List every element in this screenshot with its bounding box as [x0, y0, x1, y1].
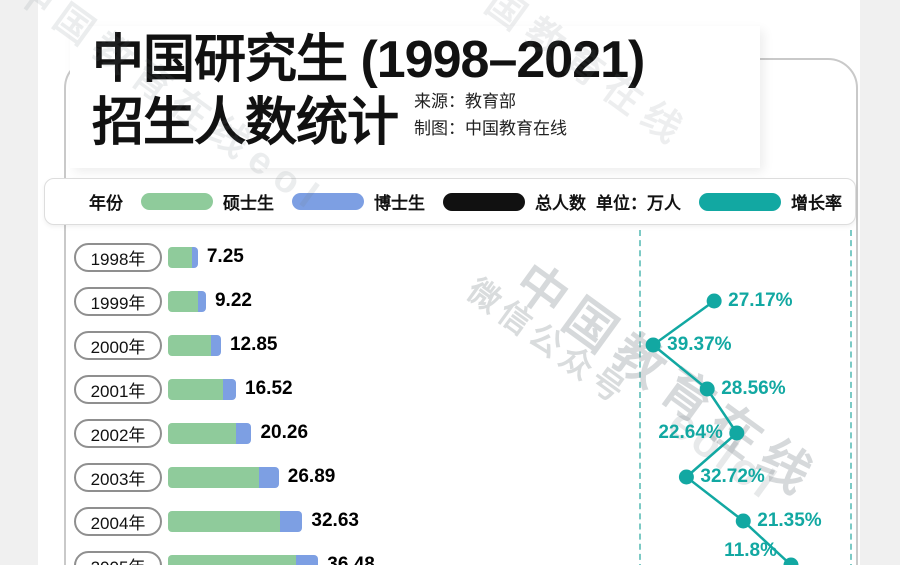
legend-growth-label: 增长率	[791, 194, 842, 213]
stacked-bar	[168, 291, 206, 312]
bar-row: 2003年 26.89	[0, 455, 860, 499]
year-pill: 2000年	[74, 331, 162, 360]
phd-bar-segment	[191, 247, 198, 268]
master-bar-segment	[168, 423, 236, 444]
total-value-label: 26.89	[287, 466, 336, 487]
phd-bar-segment	[235, 423, 252, 444]
bar-row: 2000年 12.85	[0, 323, 860, 367]
legend-master-label: 硕士生	[223, 194, 274, 213]
stacked-bar	[168, 379, 237, 400]
legend-bar: 年份 硕士生 博士生 总人数 单位：万人 增长率	[44, 178, 856, 225]
total-value-label: 12.85	[229, 334, 278, 355]
growth-point-label: 32.72%	[700, 466, 765, 487]
legend-master-swatch	[141, 193, 213, 210]
source-credit-block: 来源：教育部 制图：中国教育在线	[414, 89, 567, 152]
year-pill: 2005年	[74, 551, 162, 565]
growth-point-label: 39.37%	[667, 334, 732, 355]
phd-bar-segment	[295, 555, 319, 565]
phd-bar-segment	[222, 379, 237, 400]
year-pill: 2004年	[74, 507, 162, 536]
growth-point-label: 11.8%	[724, 540, 777, 561]
legend-growth-swatch	[699, 192, 781, 211]
bar-row: 2002年 20.26	[0, 411, 860, 455]
stacked-bar	[168, 511, 303, 532]
legend-phd-swatch	[292, 193, 364, 210]
source-label: 来源：教育部	[414, 92, 517, 112]
growth-axis-right-dashed-line	[850, 230, 852, 565]
growth-point-label: 27.17%	[728, 290, 793, 311]
title-box: 中国研究生 (1998–2021) 招生人数统计 来源：教育部 制图：中国教育在…	[70, 26, 760, 168]
year-pill: 2003年	[74, 463, 162, 492]
bar-row: 1998年 7.25	[0, 235, 860, 279]
growth-point-label: 22.64%	[658, 422, 723, 443]
master-bar-segment	[168, 511, 281, 532]
year-pill: 1998年	[74, 243, 162, 272]
growth-point-label: 28.56%	[721, 378, 786, 399]
master-bar-segment	[168, 555, 296, 565]
master-bar-segment	[168, 379, 223, 400]
legend-unit-label: 单位：万人	[596, 194, 681, 213]
phd-bar-segment	[280, 511, 303, 532]
page-title-line1: 中国研究生 (1998–2021)	[92, 31, 645, 89]
right-edge-strip	[860, 0, 900, 565]
legend-year-label: 年份	[89, 194, 123, 213]
stacked-bar	[168, 335, 221, 356]
growth-axis-left-dashed-line	[639, 230, 641, 565]
page-title-line2: 招生人数统计	[92, 93, 399, 152]
total-value-label: 7.25	[206, 246, 244, 267]
total-value-label: 9.22	[214, 290, 252, 311]
stacked-bar	[168, 467, 279, 488]
master-bar-segment	[168, 247, 192, 268]
bar-row: 1999年 9.22	[0, 279, 860, 323]
stacked-bar	[168, 423, 252, 444]
stacked-bar	[168, 555, 319, 565]
bar-row: 2005年 36.48	[0, 543, 860, 565]
phd-bar-segment	[210, 335, 221, 356]
year-pill: 1999年	[74, 287, 162, 316]
credit-label: 制图：中国教育在线	[414, 118, 568, 138]
left-edge-strip	[0, 0, 38, 565]
legend-phd-label: 博士生	[374, 194, 425, 213]
total-value-label: 36.48	[327, 554, 375, 565]
master-bar-segment	[168, 335, 211, 356]
growth-point-label: 21.35%	[757, 510, 822, 531]
total-value-label: 32.63	[311, 510, 359, 531]
phd-bar-segment	[198, 291, 206, 312]
year-pill: 2002年	[74, 419, 162, 448]
bar-row: 2004年 32.63	[0, 499, 860, 543]
master-bar-segment	[168, 291, 199, 312]
total-value-label: 20.26	[260, 422, 309, 443]
year-pill: 2001年	[74, 375, 162, 404]
phd-bar-segment	[258, 467, 279, 488]
total-value-label: 16.52	[245, 378, 293, 399]
legend-total-swatch	[443, 192, 525, 211]
bar-row: 2001年 16.52	[0, 367, 860, 411]
legend-total-label: 总人数	[535, 194, 586, 213]
stacked-bar	[168, 247, 198, 268]
master-bar-segment	[168, 467, 259, 488]
